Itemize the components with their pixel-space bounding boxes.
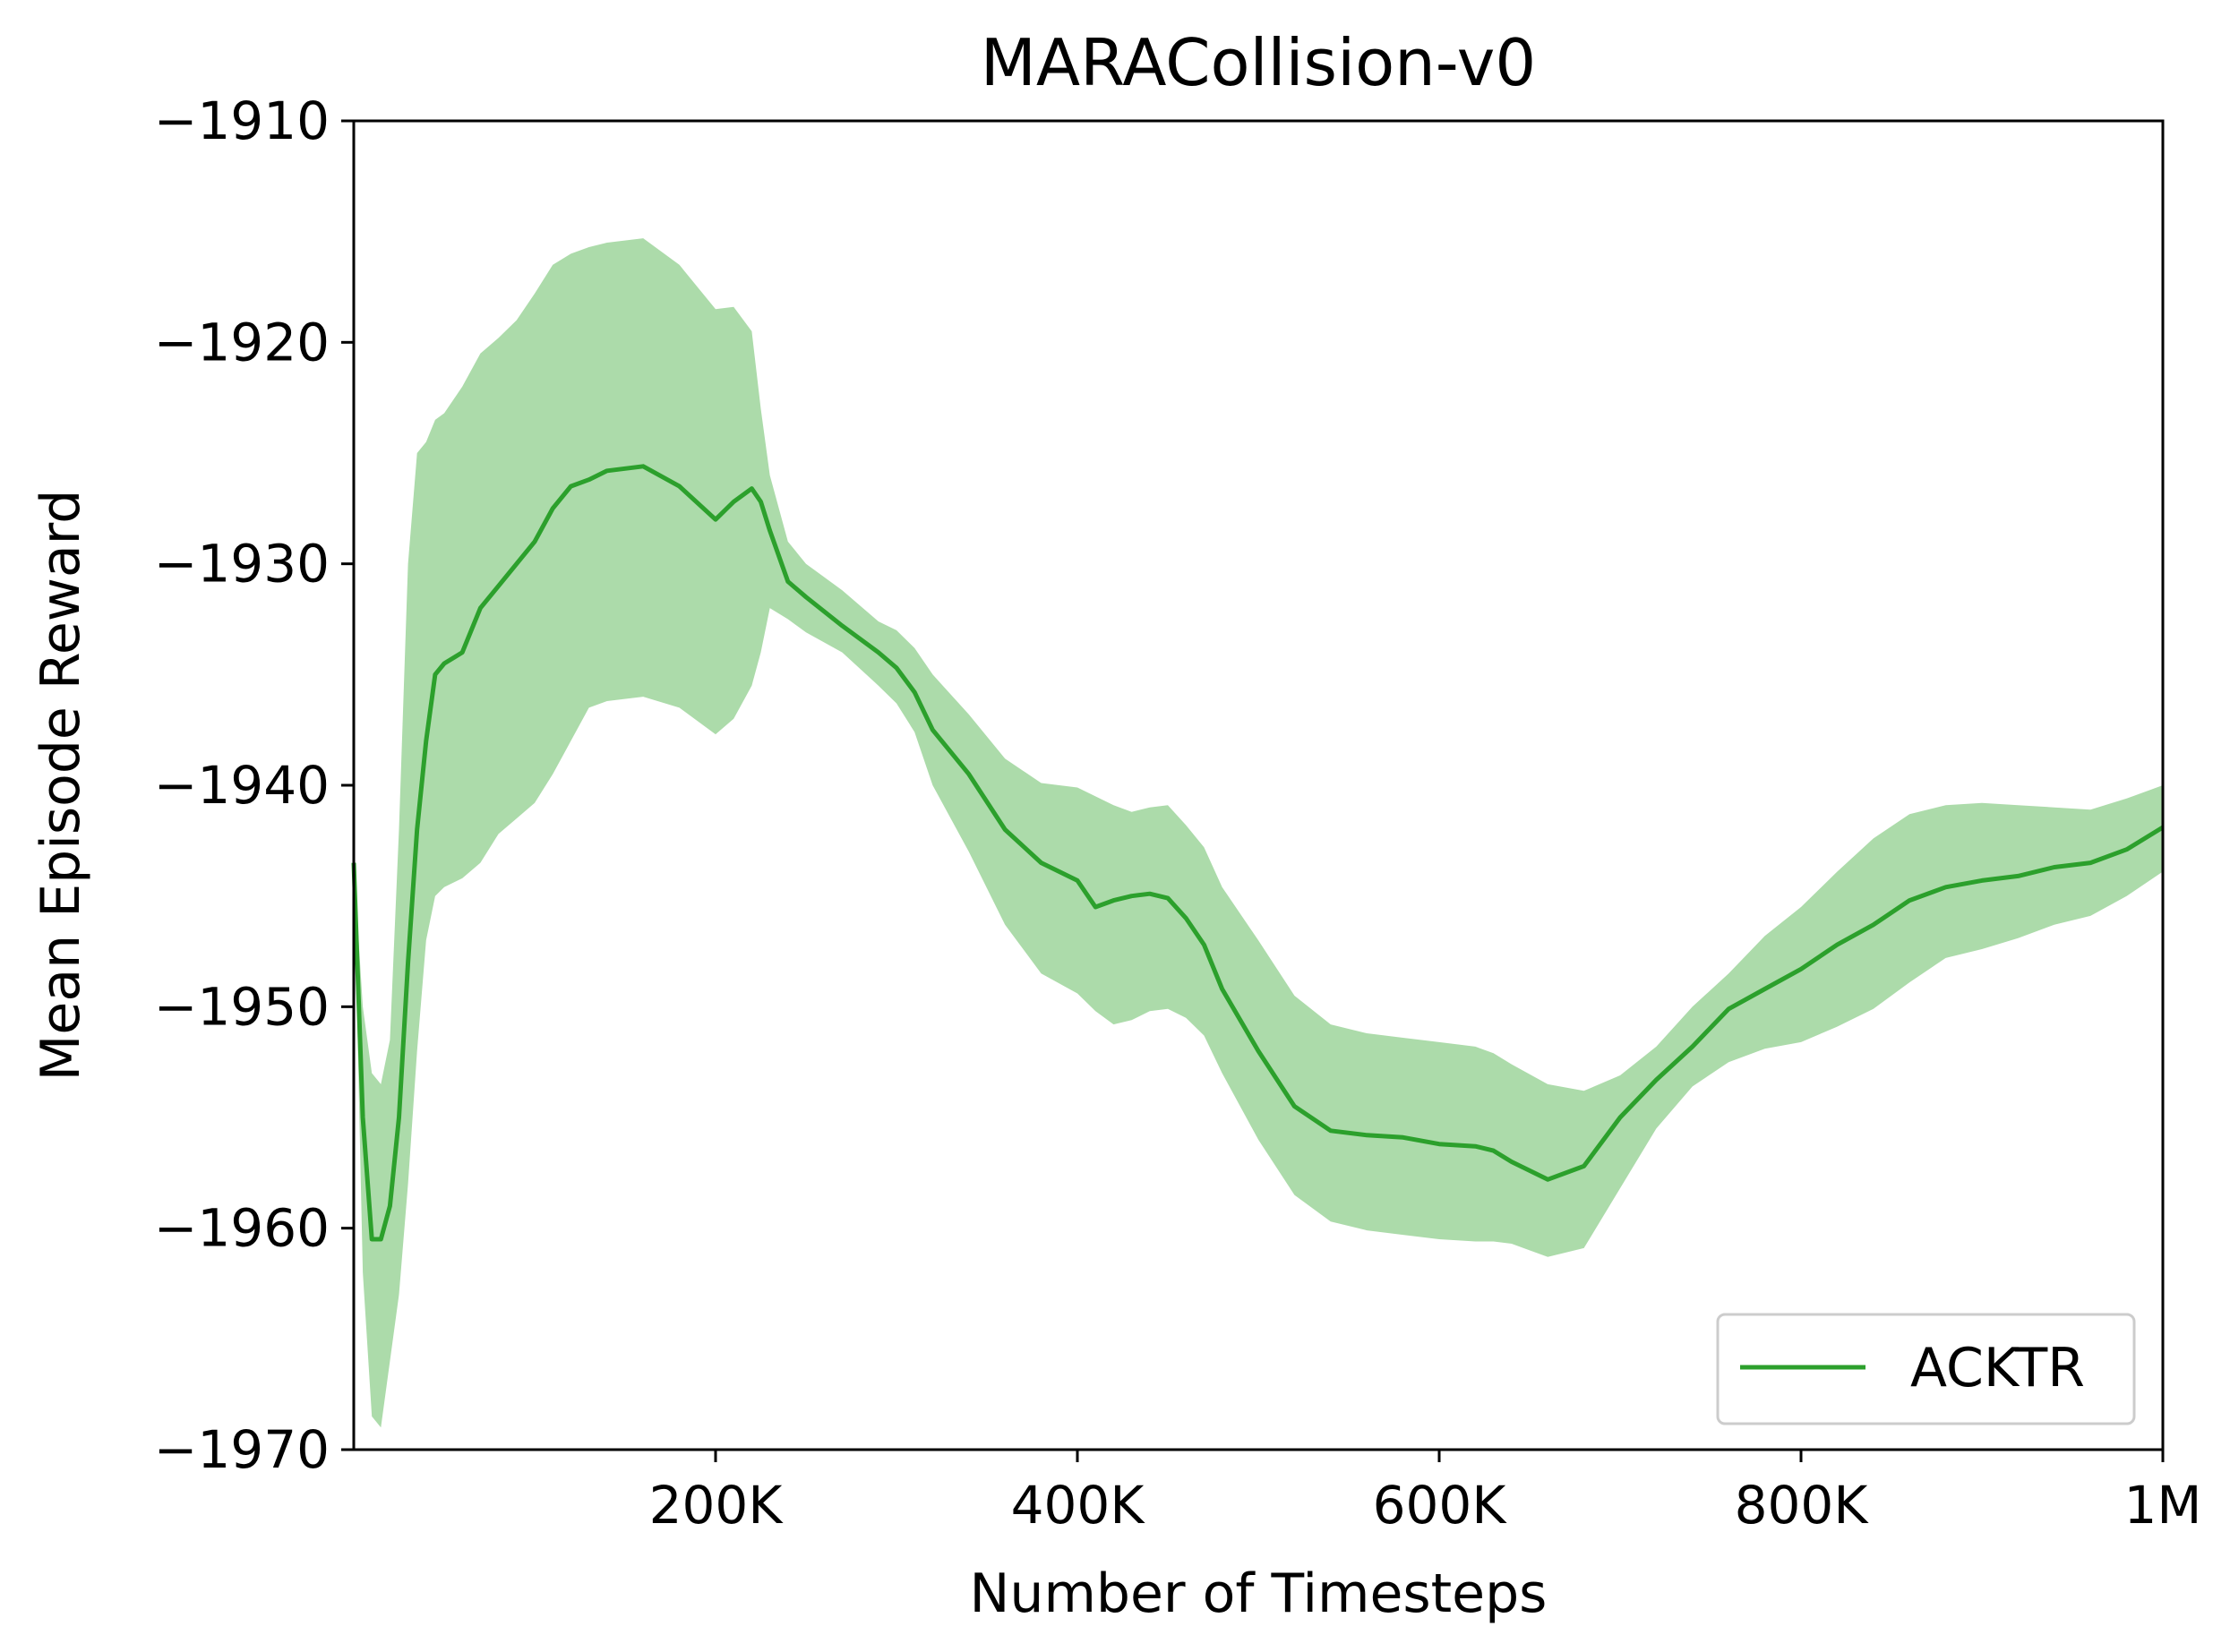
x-axis-label: Number of Timesteps: [970, 1562, 1548, 1625]
series-line-layer: [351, 464, 2165, 1242]
legend: ACKTR: [1716, 1313, 2136, 1425]
y-axis-label: Mean Episode Reward: [30, 490, 92, 1082]
x-tick-label: 600K: [1373, 1475, 1508, 1536]
x-axis-ticks: 200K 400K 600K 800K 1M: [649, 1450, 2202, 1536]
x-tick-label: 800K: [1735, 1475, 1870, 1536]
x-tick-label: 400K: [1011, 1475, 1146, 1536]
series-line: [351, 464, 2165, 1242]
y-tick-label: −1910: [154, 90, 330, 151]
confidence-band-layer: [354, 238, 2163, 1428]
series-band: [354, 238, 2163, 1428]
y-tick-label: −1950: [154, 976, 330, 1037]
y-tick-label: −1930: [154, 534, 330, 595]
x-tick-label: 200K: [649, 1475, 785, 1536]
y-axis-ticks: −1910 −1920 −1930 −1940 −1950 −1960 −1970: [154, 90, 354, 1480]
legend-label: ACKTR: [1910, 1337, 2085, 1399]
y-tick-label: −1970: [154, 1419, 330, 1480]
chart-title: MARACollision-v0: [981, 25, 1536, 100]
y-tick-label: −1940: [154, 755, 330, 816]
x-tick-label: 1M: [2124, 1475, 2202, 1536]
y-tick-label: −1920: [154, 312, 330, 372]
y-tick-label: −1960: [154, 1198, 330, 1259]
legend-box: [1716, 1313, 2136, 1425]
